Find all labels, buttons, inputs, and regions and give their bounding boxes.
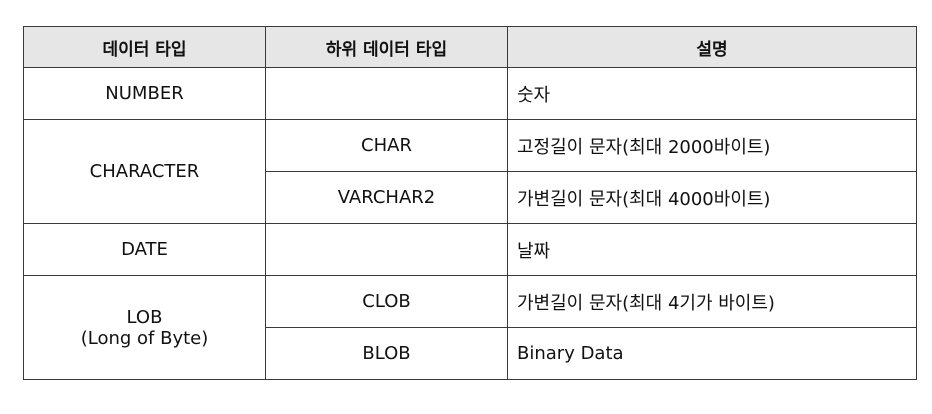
type-cell-lob: LOB (Long of Byte) [23,275,266,380]
table-row-char: CHARACTER CHAR 고정길이 문자(최대 2000바이트) [23,119,917,224]
type-cell: NUMBER [23,67,266,120]
subtype-cell: VARCHAR2 [265,171,508,224]
description-cell: 가변길이 문자(최대 4000바이트) [507,171,917,224]
header-subtype: 하위 데이터 타입 [265,26,508,68]
table-row-number: NUMBER 숫자 [23,67,917,120]
description-cell: 숫자 [507,67,917,120]
subtype-cell [265,67,508,120]
header-row: 데이터 타입 하위 데이터 타입 설명 [23,26,917,68]
table-row-blob: BLOB Binary Data [24,327,917,380]
subtype-cell: BLOB [265,327,508,380]
table-row-clob: LOB (Long of Byte) CLOB 가변길이 문자(최대 4기가 바… [23,275,917,380]
header-description: 설명 [507,26,917,68]
subtype-cell [265,223,508,276]
description-cell: 날짜 [507,223,917,276]
data-type-table: 데이터 타입 하위 데이터 타입 설명 NUMBER 숫자 CHARACTER … [23,26,917,380]
subtype-cell: CHAR [265,119,508,172]
description-cell: 고정길이 문자(최대 2000바이트) [507,119,917,172]
header-data-type: 데이터 타입 [23,26,266,68]
type-cell: CHARACTER [23,119,266,224]
subtype-cell: CLOB [265,275,508,328]
table-row-varchar2: VARCHAR2 가변길이 문자(최대 4000바이트) [24,171,917,224]
type-sublabel: (Long of Byte) [80,327,209,349]
description-cell: 가변길이 문자(최대 4기가 바이트) [507,275,917,328]
table-row-date: DATE 날짜 [23,223,917,276]
type-cell: DATE [23,223,266,276]
type-label: LOB [126,306,163,328]
description-cell: Binary Data [507,327,917,380]
